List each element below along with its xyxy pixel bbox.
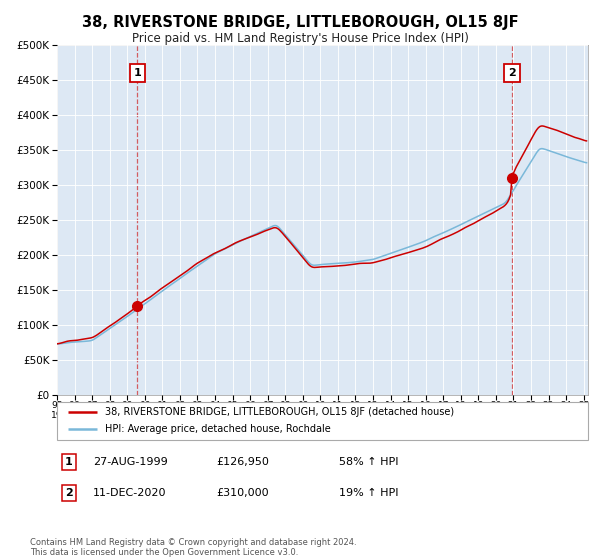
Text: £310,000: £310,000 bbox=[216, 488, 269, 498]
Text: 11-DEC-2020: 11-DEC-2020 bbox=[93, 488, 167, 498]
Text: 2: 2 bbox=[508, 68, 516, 78]
Text: 38, RIVERSTONE BRIDGE, LITTLEBOROUGH, OL15 8JF (detached house): 38, RIVERSTONE BRIDGE, LITTLEBOROUGH, OL… bbox=[105, 407, 454, 417]
Text: 38, RIVERSTONE BRIDGE, LITTLEBOROUGH, OL15 8JF: 38, RIVERSTONE BRIDGE, LITTLEBOROUGH, OL… bbox=[82, 15, 518, 30]
Text: 27-AUG-1999: 27-AUG-1999 bbox=[93, 457, 168, 467]
Text: HPI: Average price, detached house, Rochdale: HPI: Average price, detached house, Roch… bbox=[105, 424, 331, 435]
Text: Contains HM Land Registry data © Crown copyright and database right 2024.
This d: Contains HM Land Registry data © Crown c… bbox=[30, 538, 356, 557]
Text: £126,950: £126,950 bbox=[216, 457, 269, 467]
Text: Price paid vs. HM Land Registry's House Price Index (HPI): Price paid vs. HM Land Registry's House … bbox=[131, 32, 469, 45]
Text: 19% ↑ HPI: 19% ↑ HPI bbox=[339, 488, 398, 498]
Text: 1: 1 bbox=[65, 457, 73, 467]
Text: 58% ↑ HPI: 58% ↑ HPI bbox=[339, 457, 398, 467]
Text: 2: 2 bbox=[65, 488, 73, 498]
Text: 1: 1 bbox=[134, 68, 141, 78]
